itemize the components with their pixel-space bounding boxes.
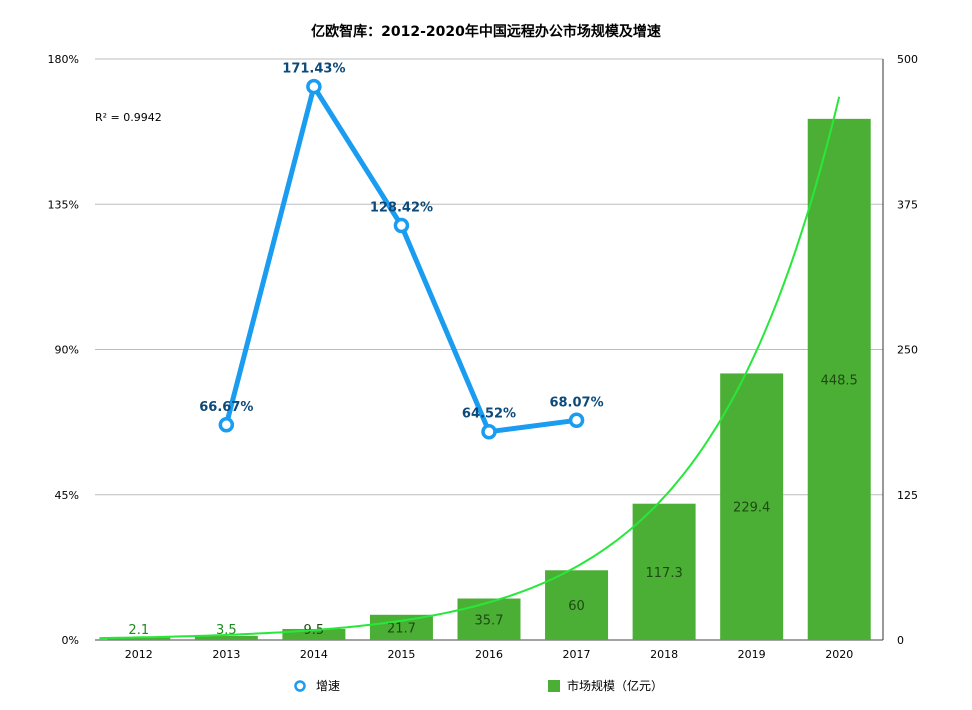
bar-data-label: 21.7 [387, 621, 416, 636]
bar-data-label: 60 [568, 599, 585, 614]
bar [545, 570, 609, 640]
bar-data-label: 2.1 [128, 623, 149, 638]
growth-data-label: 64.52% [462, 407, 516, 422]
bar [457, 598, 521, 640]
left-tick-label: 135% [48, 198, 79, 211]
legend-label-market: 市场规模（亿元） [567, 678, 663, 693]
growth-point [481, 423, 497, 440]
growth-data-label: 68.07% [549, 395, 603, 410]
growth-data-label: 128.42% [370, 200, 433, 215]
r-squared-label: R² = 0.9942 [95, 111, 162, 124]
x-tick-label: 2012 [125, 648, 153, 661]
bar [720, 373, 784, 640]
legend: 增速 市场规模（亿元） [294, 678, 663, 693]
left-tick-label: 90% [55, 344, 79, 357]
x-tick-label: 2019 [738, 648, 766, 661]
x-tick-label: 2020 [825, 648, 853, 661]
bar-data-label: 448.5 [821, 373, 858, 388]
right-tick-label: 250 [897, 344, 918, 357]
right-tick-label: 125 [897, 489, 918, 502]
bar-data-label: 117.3 [646, 566, 683, 581]
chart-title: 亿欧智库：2012-2020年中国远程办公市场规模及增速 [311, 23, 661, 40]
x-tick-label: 2016 [475, 648, 503, 661]
trendline-curve [99, 96, 841, 640]
bar [107, 637, 171, 640]
growth-data-label: 171.43% [282, 62, 345, 77]
growth-point [306, 78, 322, 95]
left-tick-label: 180% [48, 53, 79, 66]
left-tick-label: 45% [55, 489, 79, 502]
x-axis: 2012 2013 2014 2015 2016 2017 2018 2019 2020 [125, 648, 853, 661]
right-axis: 0 125 250 375 500 [897, 53, 918, 647]
legend-marker-market [548, 680, 560, 692]
growth-point [393, 217, 410, 234]
right-tick-label: 500 [897, 53, 918, 66]
bar [282, 628, 346, 640]
growth-data-label: 66.67% [199, 400, 253, 415]
x-tick-label: 2015 [387, 648, 415, 661]
right-tick-label: 375 [897, 198, 918, 211]
bar [632, 503, 696, 640]
x-tick-label: 2013 [212, 648, 240, 661]
x-tick-label: 2017 [563, 648, 591, 661]
right-tick-label: 0 [897, 634, 904, 647]
x-tick-label: 2014 [300, 648, 328, 661]
line-series: 66.67% 171.43% 128.42% 64.52% 68.07% [199, 62, 604, 440]
bar-data-label: 229.4 [733, 501, 770, 516]
bar [194, 635, 258, 640]
legend-marker-growth [294, 680, 306, 692]
trendline [99, 96, 841, 640]
growth-point [218, 417, 235, 433]
left-tick-label: 0% [62, 634, 79, 647]
legend-label-growth: 增速 [316, 679, 340, 693]
growth-line [223, 84, 577, 435]
bar [807, 118, 871, 640]
bar-data-label: 35.7 [475, 613, 504, 628]
x-tick-label: 2018 [650, 648, 678, 661]
left-axis: 0% 45% 90% 135% 180% [48, 53, 79, 647]
growth-point [568, 412, 585, 429]
bar [369, 614, 433, 640]
